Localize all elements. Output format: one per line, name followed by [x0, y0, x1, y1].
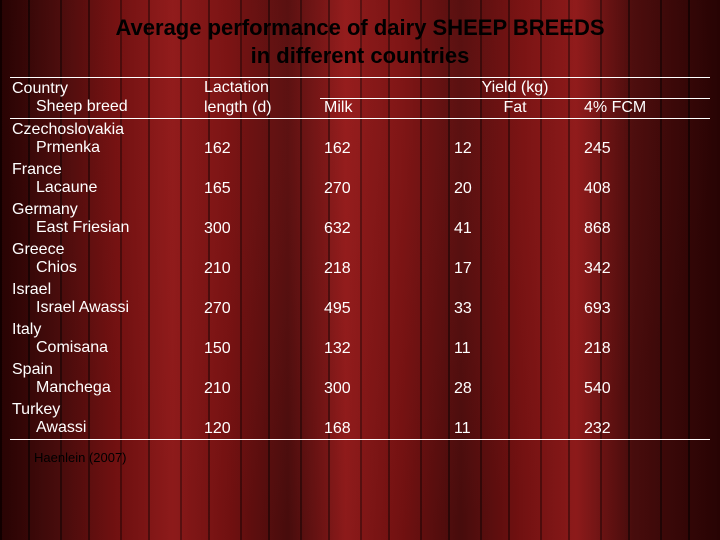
milk-cell: 132: [320, 339, 450, 359]
table-row-country: Israel: [10, 279, 710, 299]
table-row-breed: Manchega21030028540: [10, 379, 710, 399]
lactation-cell: 165: [200, 179, 320, 199]
fat-cell: 20: [450, 179, 580, 199]
lactation-cell: 300: [200, 219, 320, 239]
table-row-breed: Comisana15013211218: [10, 339, 710, 359]
breed-cell: Prmenka: [10, 139, 200, 159]
milk-cell: 168: [320, 419, 450, 440]
fat-cell: 28: [450, 379, 580, 399]
fcm-cell: 218: [580, 339, 710, 359]
col-header-lactation-a: Lactation: [200, 78, 320, 99]
milk-cell: 162: [320, 139, 450, 159]
table-row-breed: Chios21021817342: [10, 259, 710, 279]
table-row-breed: Awassi12016811232: [10, 419, 710, 440]
fcm-cell: 408: [580, 179, 710, 199]
table-row-country: Greece: [10, 239, 710, 259]
country-cell: Spain: [10, 359, 200, 379]
milk-cell: 632: [320, 219, 450, 239]
country-cell: France: [10, 159, 200, 179]
table-row-country: Germany: [10, 199, 710, 219]
table-row-country: Spain: [10, 359, 710, 379]
table-row-country: Turkey: [10, 399, 710, 419]
country-cell: Germany: [10, 199, 200, 219]
fat-cell: 11: [450, 339, 580, 359]
breed-cell: Israel Awassi: [10, 299, 200, 319]
milk-cell: 270: [320, 179, 450, 199]
table-row-country: Italy: [10, 319, 710, 339]
fcm-cell: 868: [580, 219, 710, 239]
country-cell: Italy: [10, 319, 200, 339]
col-header-milk: Milk: [320, 98, 450, 119]
lactation-cell: 150: [200, 339, 320, 359]
col-header-yield: Yield (kg): [320, 78, 710, 99]
title-line-1: Average performance of dairy SHEEP BREED…: [115, 15, 604, 40]
col-header-country: Country: [10, 78, 200, 99]
fcm-cell: 245: [580, 139, 710, 159]
lactation-cell: 120: [200, 419, 320, 440]
table-row-breed: Lacaune16527020408: [10, 179, 710, 199]
table-row-country: France: [10, 159, 710, 179]
country-cell: Czechoslovakia: [10, 119, 200, 140]
breed-cell: Awassi: [10, 419, 200, 440]
lactation-cell: 210: [200, 379, 320, 399]
lactation-cell: 270: [200, 299, 320, 319]
col-header-fcm: 4% FCM: [580, 98, 710, 119]
breed-cell: Manchega: [10, 379, 200, 399]
country-cell: Greece: [10, 239, 200, 259]
lactation-cell: 210: [200, 259, 320, 279]
fat-cell: 12: [450, 139, 580, 159]
table-row-breed: East Friesian30063241868: [10, 219, 710, 239]
fcm-cell: 342: [580, 259, 710, 279]
table-row-breed: Israel Awassi27049533693: [10, 299, 710, 319]
fat-cell: 33: [450, 299, 580, 319]
page-title: Average performance of dairy SHEEP BREED…: [10, 14, 710, 69]
col-header-fat: Fat: [450, 98, 580, 119]
fat-cell: 41: [450, 219, 580, 239]
fcm-cell: 693: [580, 299, 710, 319]
breed-cell: Comisana: [10, 339, 200, 359]
breed-cell: East Friesian: [10, 219, 200, 239]
fat-cell: 17: [450, 259, 580, 279]
fat-cell: 11: [450, 419, 580, 440]
milk-cell: 300: [320, 379, 450, 399]
table-row-country: Czechoslovakia: [10, 119, 710, 140]
title-line-2: in different countries: [251, 43, 470, 68]
fcm-cell: 540: [580, 379, 710, 399]
table-row-breed: Prmenka16216212245: [10, 139, 710, 159]
country-cell: Turkey: [10, 399, 200, 419]
performance-table: Country Lactation Yield (kg) Sheep breed…: [10, 77, 710, 440]
col-header-lactation-b: length (d): [200, 98, 320, 119]
milk-cell: 495: [320, 299, 450, 319]
breed-cell: Lacaune: [10, 179, 200, 199]
lactation-cell: 162: [200, 139, 320, 159]
col-header-breed: Sheep breed: [10, 98, 200, 119]
citation: Haenlein (2007): [10, 440, 710, 465]
fcm-cell: 232: [580, 419, 710, 440]
milk-cell: 218: [320, 259, 450, 279]
breed-cell: Chios: [10, 259, 200, 279]
country-cell: Israel: [10, 279, 200, 299]
